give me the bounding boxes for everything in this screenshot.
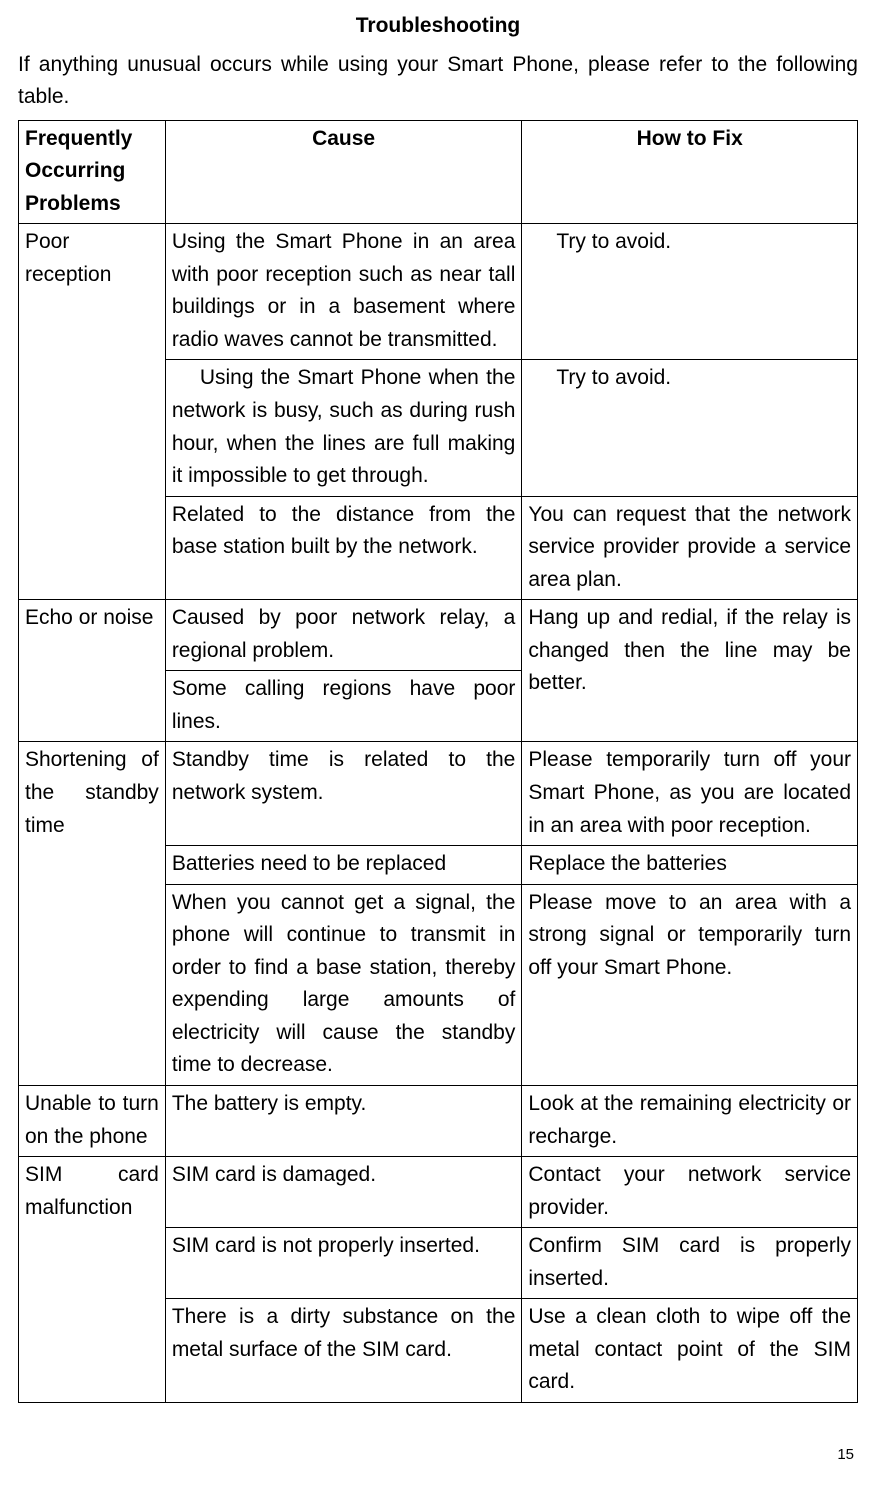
cell-cause: SIM card is damaged. bbox=[165, 1157, 522, 1228]
cell-cause: Caused by poor network relay, a regional… bbox=[165, 600, 522, 671]
cell-cause: Standby time is related to the network s… bbox=[165, 742, 522, 846]
cell-fix: Contact your network service provider. bbox=[522, 1157, 858, 1228]
cell-fix: Try to avoid. bbox=[522, 224, 858, 360]
intro-text: If anything unusual occurs while using y… bbox=[18, 49, 858, 114]
cell-fix: Replace the batteries bbox=[522, 846, 858, 885]
table-row: Poor reception Using the Smart Phone in … bbox=[19, 224, 858, 360]
cell-cause: Using the Smart Phone in an area with po… bbox=[165, 224, 522, 360]
cell-fix: You can request that the network service… bbox=[522, 496, 858, 600]
cell-problem: Echo or noise bbox=[19, 600, 166, 742]
cell-fix: Use a clean cloth to wipe off the metal … bbox=[522, 1299, 858, 1403]
cell-cause: There is a dirty substance on the metal … bbox=[165, 1299, 522, 1403]
table-row: Shortening of the standby time Standby t… bbox=[19, 742, 858, 846]
table-row: Echo or noise Caused by poor network rel… bbox=[19, 600, 858, 671]
cell-cause: Using the Smart Phone when the network i… bbox=[165, 360, 522, 496]
cell-problem: Unable to turn on the phone bbox=[19, 1085, 166, 1156]
header-fix: How to Fix bbox=[522, 120, 858, 224]
cell-cause: Some calling regions have poor lines. bbox=[165, 671, 522, 742]
cell-cause: Related to the distance from the base st… bbox=[165, 496, 522, 600]
header-problems: Frequently Occurring Problems bbox=[19, 120, 166, 224]
cell-problem: Shortening of the standby time bbox=[19, 742, 166, 1085]
table-row: SIM card malfunction SIM card is damaged… bbox=[19, 1157, 858, 1228]
cell-cause: SIM card is not properly inserted. bbox=[165, 1228, 522, 1299]
cell-fix: Try to avoid. bbox=[522, 360, 858, 496]
troubleshooting-table: Frequently Occurring Problems Cause How … bbox=[18, 120, 858, 1403]
cell-fix: Please move to an area with a strong sig… bbox=[522, 884, 858, 1085]
cell-problem: SIM card malfunction bbox=[19, 1157, 166, 1403]
page-title: Troubleshooting bbox=[18, 10, 858, 43]
page-number: 15 bbox=[18, 1443, 858, 1466]
cell-fix: Confirm SIM card is properly inserted. bbox=[522, 1228, 858, 1299]
header-cause: Cause bbox=[165, 120, 522, 224]
cell-problem: Poor reception bbox=[19, 224, 166, 600]
cell-cause: When you cannot get a signal, the phone … bbox=[165, 884, 522, 1085]
cell-fix: Please temporarily turn off your Smart P… bbox=[522, 742, 858, 846]
cell-cause: The battery is empty. bbox=[165, 1085, 522, 1156]
cell-cause: Batteries need to be replaced bbox=[165, 846, 522, 885]
cell-fix: Look at the remaining electricity or rec… bbox=[522, 1085, 858, 1156]
table-header-row: Frequently Occurring Problems Cause How … bbox=[19, 120, 858, 224]
cell-fix: Hang up and redial, if the relay is chan… bbox=[522, 600, 858, 742]
table-row: Unable to turn on the phone The battery … bbox=[19, 1085, 858, 1156]
